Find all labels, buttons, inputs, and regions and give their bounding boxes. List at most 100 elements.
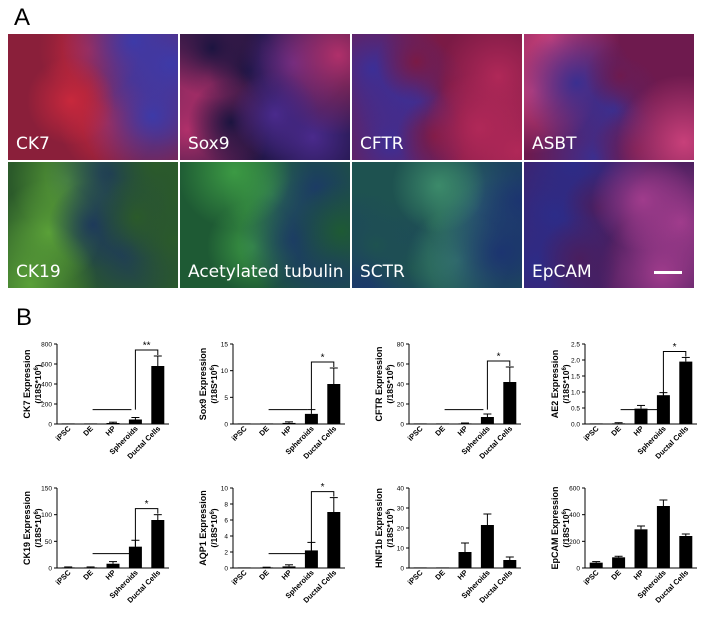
bar (413, 567, 427, 568)
micrograph-grid: CK7 Sox9 CFTR ASBT CK19 Acetylated tubulin SCT… (8, 34, 696, 290)
y-axis-unit: (/18S*106) (33, 508, 43, 547)
bar (237, 423, 251, 424)
y-tick-label: 20 (397, 402, 405, 409)
bar (589, 562, 603, 568)
bar (151, 520, 165, 568)
significance-bracket (134, 508, 159, 554)
x-tick-label: HP (280, 424, 294, 438)
y-tick-label: 200 (569, 539, 580, 546)
significance-marker: ** (143, 341, 151, 352)
micrograph-label: ASBT (532, 134, 577, 154)
bar (612, 557, 626, 568)
bar (458, 423, 472, 424)
significance-marker: * (145, 499, 149, 510)
y-tick-label: 20 (397, 526, 405, 533)
y-tick-label: 400 (569, 512, 580, 519)
y-tick-label: 0 (48, 566, 52, 573)
micrograph-label: CK7 (16, 134, 50, 154)
y-axis-label: AE2 Expression (550, 350, 560, 419)
chart-ae2: 0.0 0.5 1.0 1.5 2.0 2.5 AE2 Expression (/18S*10… (550, 342, 697, 461)
y-axis-label: CK7 Expression (22, 349, 32, 418)
y-tick-label: 0 (576, 566, 580, 573)
bar (656, 395, 670, 424)
bar (84, 423, 98, 424)
bar (237, 567, 251, 568)
y-tick-label: 4 (224, 534, 228, 541)
panel-b-label: B (16, 304, 33, 331)
x-tick-label: DE (609, 568, 623, 582)
micrograph-label: CK19 (16, 262, 61, 282)
x-tick-label: DE (433, 424, 447, 438)
x-tick-label: DE (609, 424, 623, 438)
bar (503, 560, 517, 568)
y-tick-label: 400 (41, 382, 52, 389)
y-axis-label: Sox9 Expression (198, 348, 208, 421)
bar (679, 361, 693, 424)
micrograph-ck19: CK19 (8, 162, 178, 288)
micrograph-asbt: ASBT (524, 34, 694, 160)
y-tick-label: 10 (397, 546, 405, 553)
y-tick-label: 1.0 (571, 390, 580, 397)
bar (61, 567, 75, 568)
y-axis-label: EpCAM Expression (550, 486, 560, 569)
bar (634, 529, 648, 568)
x-tick-label: HP (632, 568, 646, 582)
y-tick-label: 0 (400, 566, 404, 573)
micrograph-label: EpCAM (532, 262, 592, 282)
bar (304, 550, 318, 568)
y-tick-label: 0 (48, 422, 52, 429)
x-tick-label: iPSC (230, 424, 249, 443)
significance-marker: * (673, 342, 677, 353)
micrograph-sox9: Sox9 (180, 34, 350, 160)
x-tick-label: HP (456, 424, 470, 438)
bar (260, 423, 274, 424)
significance-bracket (662, 350, 687, 410)
micrograph-label: Acetylated tubulin (188, 262, 344, 282)
significance-marker: * (321, 353, 325, 364)
y-axis-unit: (/18S*106) (385, 508, 395, 547)
x-tick-label: iPSC (54, 424, 73, 443)
y-axis-label: CK19 Expression (22, 491, 32, 565)
y-tick-label: 0 (224, 566, 228, 573)
y-tick-label: 200 (41, 402, 52, 409)
significance-bracket (134, 349, 159, 410)
y-tick-label: 2.5 (571, 342, 580, 349)
micrograph-cftr: CFTR (352, 34, 522, 160)
bar (612, 423, 626, 424)
micrograph-epcam: EpCAM (524, 162, 694, 288)
bar (128, 546, 142, 568)
bar (480, 525, 494, 568)
y-axis-label: CFTR Expression (374, 346, 384, 421)
x-tick-label: iPSC (582, 568, 601, 587)
x-tick-label: iPSC (406, 424, 425, 443)
bar (589, 423, 603, 424)
significance-bracket (310, 491, 335, 554)
y-axis-unit: (/18S*106) (209, 508, 219, 547)
y-tick-label: 40 (397, 382, 405, 389)
scale-bar (654, 271, 682, 274)
bar (282, 422, 296, 424)
bar (304, 413, 318, 424)
y-tick-label: 40 (397, 486, 405, 493)
y-tick-label: 600 (41, 362, 52, 369)
y-tick-label: 8 (224, 502, 228, 509)
chart-cftr: 0 20 40 60 80 CFTR Expression (/18S*106) iPSC DE… (374, 342, 521, 461)
bar (61, 423, 75, 424)
bar (151, 366, 165, 424)
y-axis-label: AQP1 Expression (198, 490, 208, 566)
x-tick-label: DE (81, 568, 95, 582)
x-tick-label: DE (433, 568, 447, 582)
bar (327, 512, 341, 568)
y-tick-label: 1.5 (571, 374, 580, 381)
bar (436, 567, 450, 568)
bar (679, 536, 693, 568)
significance-bracket (486, 360, 511, 410)
chart-ck19: 0 50 100 150 CK19 Expression (/18S*106) iPSC DE… (22, 486, 169, 605)
micrograph-ck7: CK7 (8, 34, 178, 160)
micrograph-acetylated-tubulin: Acetylated tubulin (180, 162, 350, 288)
x-tick-label: HP (104, 424, 118, 438)
y-tick-label: 6 (224, 518, 228, 525)
bar (436, 423, 450, 424)
significance-marker: * (321, 482, 325, 493)
